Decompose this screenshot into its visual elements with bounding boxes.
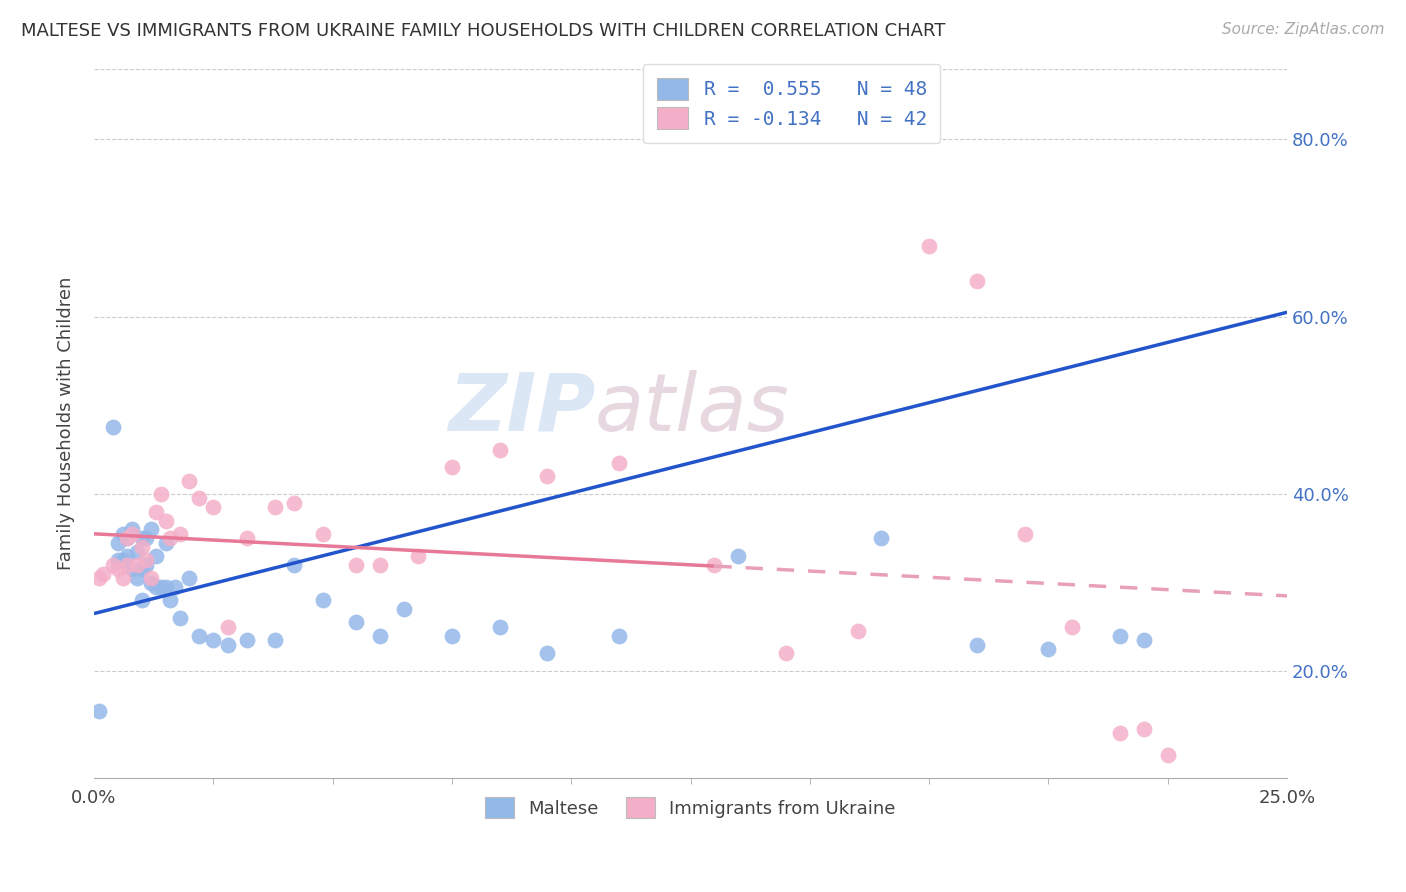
Point	[217, 638, 239, 652]
Point	[101, 420, 124, 434]
Point	[264, 500, 287, 515]
Point	[131, 540, 153, 554]
Point	[141, 571, 163, 585]
Point	[117, 531, 139, 545]
Point	[283, 558, 305, 572]
Text: Source: ZipAtlas.com: Source: ZipAtlas.com	[1222, 22, 1385, 37]
Text: atlas: atlas	[595, 370, 790, 448]
Point	[346, 558, 368, 572]
Point	[235, 633, 257, 648]
Point	[846, 624, 869, 639]
Text: ZIP: ZIP	[447, 370, 595, 448]
Point	[135, 553, 157, 567]
Point	[111, 553, 134, 567]
Point	[1133, 722, 1156, 736]
Point	[179, 571, 201, 585]
Point	[187, 491, 209, 506]
Point	[727, 549, 749, 563]
Point	[125, 571, 148, 585]
Point	[607, 456, 630, 470]
Point	[1062, 620, 1084, 634]
Point	[121, 522, 143, 536]
Point	[125, 544, 148, 558]
Point	[149, 580, 172, 594]
Y-axis label: Family Households with Children: Family Households with Children	[58, 277, 75, 570]
Point	[1038, 642, 1060, 657]
Point	[202, 633, 225, 648]
Point	[179, 474, 201, 488]
Point	[368, 629, 391, 643]
Point	[1109, 726, 1132, 740]
Point	[1157, 748, 1180, 763]
Point	[966, 274, 988, 288]
Point	[1109, 629, 1132, 643]
Point	[165, 580, 187, 594]
Point	[870, 531, 893, 545]
Point	[536, 469, 558, 483]
Legend: Maltese, Immigrants from Ukraine: Maltese, Immigrants from Ukraine	[478, 790, 903, 825]
Point	[111, 526, 134, 541]
Point	[111, 571, 134, 585]
Point	[312, 593, 335, 607]
Text: MALTESE VS IMMIGRANTS FROM UKRAINE FAMILY HOUSEHOLDS WITH CHILDREN CORRELATION C: MALTESE VS IMMIGRANTS FROM UKRAINE FAMIL…	[21, 22, 945, 40]
Point	[488, 620, 510, 634]
Point	[346, 615, 368, 630]
Point	[312, 526, 335, 541]
Point	[87, 704, 110, 718]
Point	[488, 442, 510, 457]
Point	[392, 602, 415, 616]
Point	[145, 549, 167, 563]
Point	[141, 522, 163, 536]
Point	[155, 535, 177, 549]
Point	[169, 526, 191, 541]
Point	[121, 562, 143, 576]
Point	[155, 580, 177, 594]
Point	[117, 531, 139, 545]
Point	[368, 558, 391, 572]
Point	[703, 558, 725, 572]
Point	[187, 629, 209, 643]
Point	[101, 558, 124, 572]
Point	[440, 460, 463, 475]
Point	[145, 580, 167, 594]
Point	[93, 566, 115, 581]
Point	[141, 575, 163, 590]
Point	[155, 514, 177, 528]
Point	[408, 549, 430, 563]
Point	[117, 558, 139, 572]
Point	[235, 531, 257, 545]
Point	[264, 633, 287, 648]
Point	[775, 647, 797, 661]
Point	[1133, 633, 1156, 648]
Point	[536, 647, 558, 661]
Point	[107, 535, 129, 549]
Point	[121, 526, 143, 541]
Point	[149, 487, 172, 501]
Point	[966, 638, 988, 652]
Point	[1014, 526, 1036, 541]
Point	[918, 239, 941, 253]
Point	[283, 496, 305, 510]
Point	[125, 558, 148, 572]
Point	[117, 549, 139, 563]
Point	[202, 500, 225, 515]
Point	[87, 571, 110, 585]
Point	[107, 553, 129, 567]
Point	[131, 593, 153, 607]
Point	[159, 531, 181, 545]
Point	[440, 629, 463, 643]
Point	[607, 629, 630, 643]
Point	[217, 620, 239, 634]
Point	[169, 611, 191, 625]
Point	[135, 531, 157, 545]
Point	[159, 593, 181, 607]
Point	[107, 562, 129, 576]
Point	[131, 562, 153, 576]
Point	[135, 558, 157, 572]
Point	[145, 505, 167, 519]
Point	[131, 531, 153, 545]
